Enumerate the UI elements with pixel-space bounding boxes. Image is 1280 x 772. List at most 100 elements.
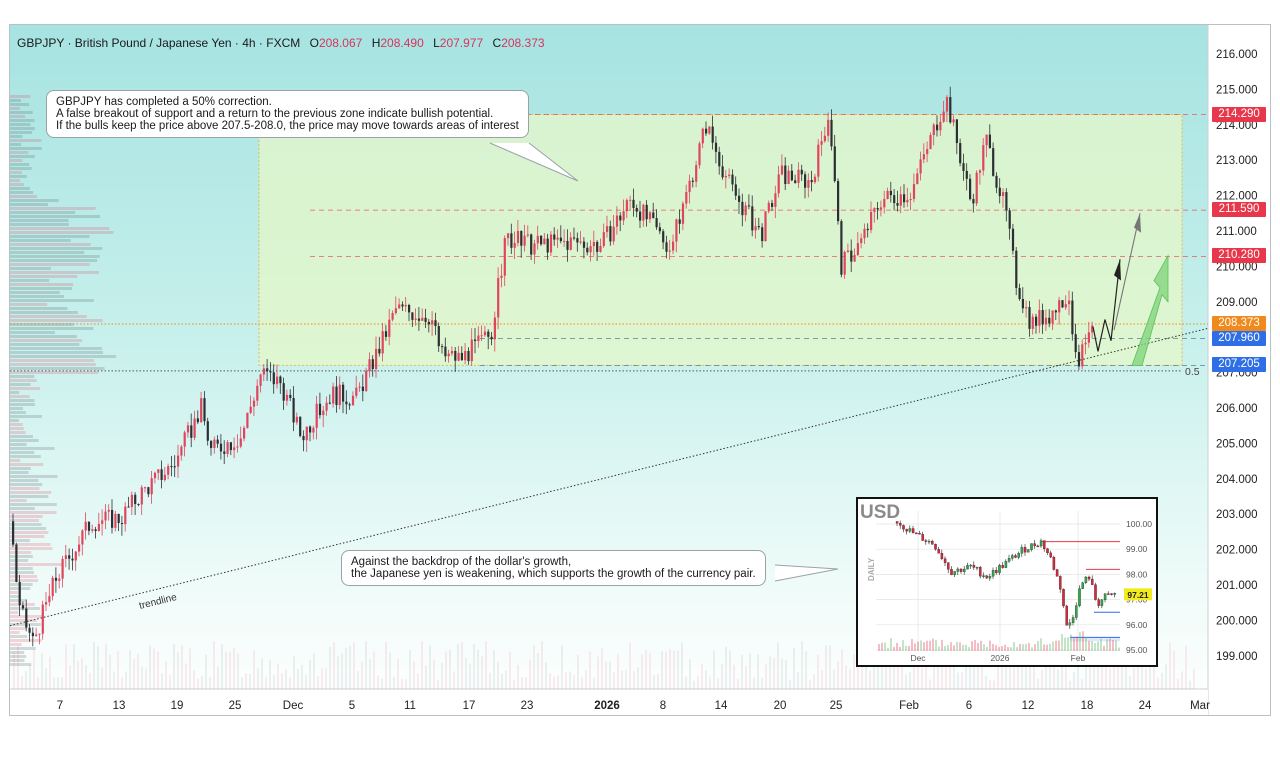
volume-bar xyxy=(1049,645,1051,689)
volume-bar xyxy=(1177,679,1179,689)
candle-body xyxy=(909,199,912,201)
candle-body xyxy=(625,200,628,212)
volume-profile-bar xyxy=(10,279,50,282)
volume-bar xyxy=(957,672,959,689)
bullish-target-arrow xyxy=(1131,254,1169,366)
volume-bar xyxy=(45,667,47,689)
volume-bar xyxy=(361,661,363,689)
candle-body xyxy=(566,240,569,250)
volume-bar xyxy=(617,654,619,689)
inset-volume-bar xyxy=(980,640,982,651)
candle-body xyxy=(1084,342,1087,345)
candle-body xyxy=(474,339,477,342)
inset-volume-bar xyxy=(1064,637,1066,651)
candle-body xyxy=(417,318,421,321)
volume-profile-bar xyxy=(10,195,37,198)
candle-body xyxy=(483,331,487,336)
volume-bar xyxy=(57,677,59,689)
candle-body xyxy=(107,509,110,512)
candle-body xyxy=(827,119,830,136)
candle-body xyxy=(573,237,576,239)
inset-candle-body xyxy=(1043,540,1046,549)
candle-body xyxy=(454,350,457,361)
inset-candle-body xyxy=(1023,547,1027,553)
volume-bar xyxy=(709,676,711,689)
inset-candle-body xyxy=(998,565,1001,573)
volume-profile-bar xyxy=(10,475,58,478)
candle-body xyxy=(193,418,196,438)
candle-body xyxy=(447,353,450,357)
inset-volume-bar xyxy=(950,642,952,651)
volume-profile-bar xyxy=(10,659,25,662)
inset-candle-body xyxy=(911,528,915,534)
inset-volume-bar xyxy=(1061,633,1063,651)
volume-profile-bar xyxy=(10,603,35,606)
volume-bar xyxy=(605,661,607,689)
candle-body xyxy=(645,204,648,220)
candle-body xyxy=(800,169,803,175)
candle-body xyxy=(639,211,642,221)
y-tick-label: 214.000 xyxy=(1216,120,1258,132)
volume-profile-bar xyxy=(10,575,38,578)
inset-candle-body xyxy=(1081,582,1084,589)
candle-body xyxy=(523,235,526,246)
volume-bar xyxy=(849,668,851,689)
candle-body xyxy=(61,558,64,579)
candle-body xyxy=(876,208,879,210)
candle-body xyxy=(569,237,572,250)
inset-volume-bar xyxy=(1100,638,1102,651)
volume-profile-bar xyxy=(10,147,42,150)
volume-bar xyxy=(381,678,383,689)
inset-volume-bar xyxy=(1118,647,1120,651)
volume-bar xyxy=(865,645,867,689)
volume-bar xyxy=(937,657,939,689)
candle-body xyxy=(58,578,61,581)
volume-profile-bar xyxy=(10,335,77,338)
inset-volume-bar xyxy=(1106,639,1108,651)
x-tick-label: 25 xyxy=(830,700,843,712)
volume-profile-bar xyxy=(10,471,29,474)
candle-body xyxy=(177,455,180,467)
candle-body xyxy=(592,241,595,247)
volume-profile-bar xyxy=(10,103,30,106)
inset-candle-body xyxy=(975,567,979,569)
volume-bar xyxy=(637,667,639,689)
candle-body xyxy=(401,304,404,307)
volume-bar xyxy=(757,654,759,689)
candle-body xyxy=(784,165,787,184)
candle-body xyxy=(1008,210,1011,229)
volume-bar xyxy=(289,677,291,689)
volume-bar xyxy=(585,670,587,689)
volume-bar xyxy=(737,679,739,689)
volume-profile-bar xyxy=(10,371,99,374)
inset-current-value: 97.21 xyxy=(1127,590,1149,600)
volume-bar xyxy=(1093,651,1095,689)
y-tick-label: 202.000 xyxy=(1216,545,1258,557)
chart-frame[interactable]: 216.000 215.000 214.000 213.000 212.000 211.0… xyxy=(9,24,1271,716)
candle-body xyxy=(675,219,678,242)
candle-body xyxy=(586,247,589,253)
candle-body xyxy=(71,558,74,561)
volume-bar xyxy=(409,649,411,689)
candle-body xyxy=(200,398,203,423)
volume-profile-bar xyxy=(10,367,105,370)
volume-bar xyxy=(817,654,819,689)
volume-profile-bar xyxy=(10,199,59,202)
x-tick-label: 20 xyxy=(774,700,787,712)
volume-profile-bar xyxy=(10,619,37,622)
inset-volume-bar xyxy=(1046,644,1048,651)
candle-body xyxy=(54,577,58,581)
candle-body xyxy=(510,233,513,248)
candle-body xyxy=(256,385,259,401)
volume-profile-bar xyxy=(10,375,35,378)
candle-body xyxy=(906,199,909,203)
volume-bar xyxy=(593,677,595,689)
y-tick-label: 201.000 xyxy=(1216,580,1258,592)
candle-body xyxy=(771,202,774,207)
inset-volume-bar xyxy=(1073,638,1075,651)
main-price-chart[interactable]: 216.000 215.000 214.000 213.000 212.000 211.0… xyxy=(10,25,1271,716)
candle-body xyxy=(127,506,130,508)
inset-volume-bar xyxy=(1004,644,1006,651)
volume-profile-bar xyxy=(10,539,30,542)
volume-bar xyxy=(225,651,227,689)
